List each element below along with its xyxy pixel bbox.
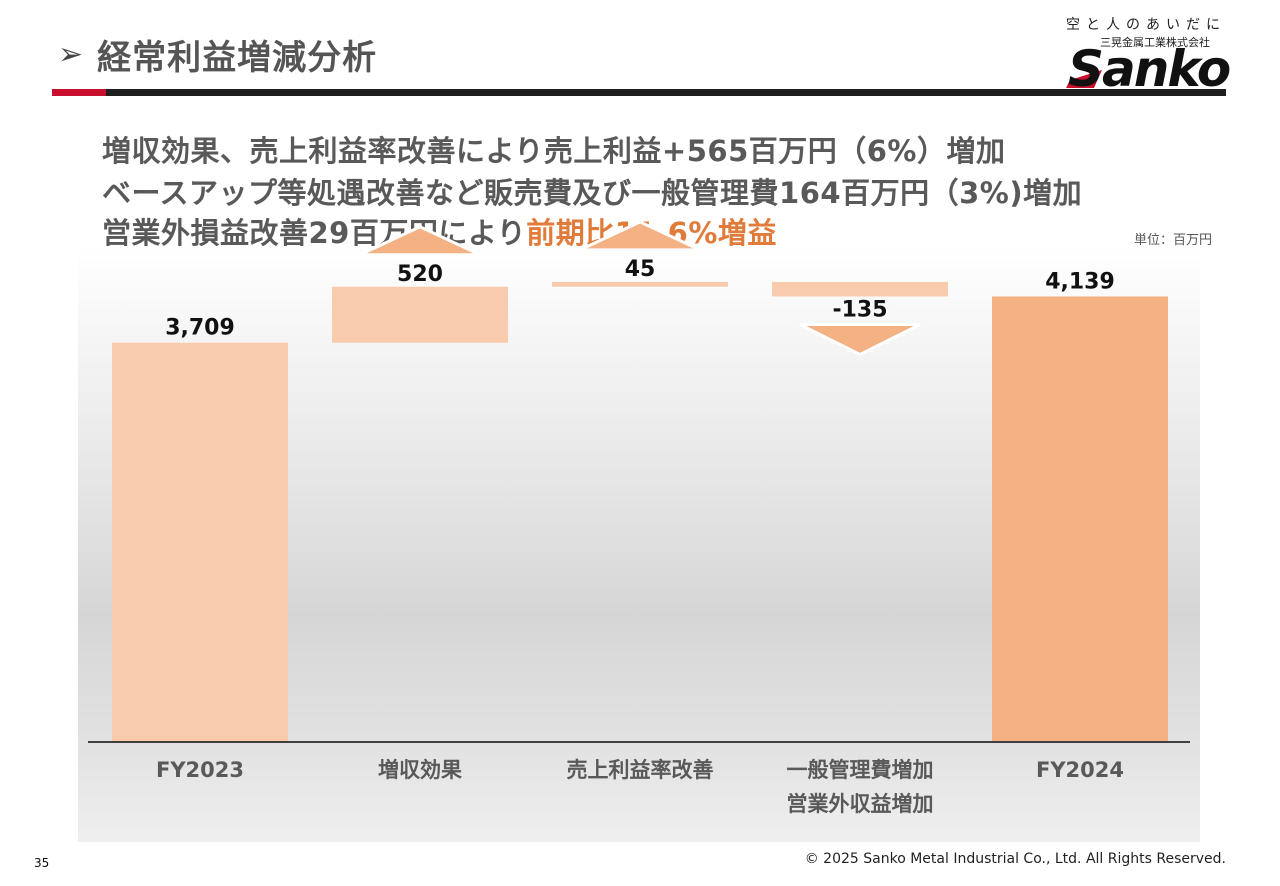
- category-label-1-1: FY2023: [156, 758, 244, 782]
- header-divider: [52, 89, 1226, 96]
- down-arrow-icon-4: [799, 322, 921, 357]
- title-area: ➢ 経常利益増減分析: [58, 30, 377, 79]
- bar-1: [112, 342, 288, 742]
- data-label-3: 45: [625, 257, 656, 282]
- category-label-5-1: FY2024: [1036, 758, 1124, 782]
- data-label-2: 520: [397, 262, 443, 287]
- page-number: 35: [34, 856, 50, 870]
- up-arrow-icon-3: [579, 220, 701, 252]
- company-logo: 空と人のあいだに 三晃金属工業株式会社 Sanko: [1060, 14, 1230, 92]
- page-title: 経常利益増減分析: [97, 38, 378, 78]
- data-label-5: 4,139: [1045, 269, 1115, 294]
- bar-4: [772, 281, 948, 297]
- headline-line-1: 増収効果、売上利益率改善により売上利益+565百万円（6%）増加: [102, 134, 1006, 168]
- up-arrow-icon-2: [359, 225, 481, 257]
- copyright-text: © 2025 Sanko Metal Industrial Co., Ltd. …: [804, 851, 1226, 867]
- category-label-3-1: 売上利益率改善: [567, 758, 714, 782]
- data-label-4: -135: [832, 297, 887, 322]
- category-label-4-1: 一般管理費増加: [787, 758, 934, 782]
- logo-brand-text: Sanko: [1068, 40, 1230, 92]
- data-label-1: 3,709: [165, 316, 235, 341]
- bar-5: [992, 296, 1168, 742]
- sanko-logo-mark: Sanko: [1066, 40, 1230, 92]
- unit-label: 単位：百万円: [1133, 233, 1212, 248]
- title-bullet-icon: ➢: [58, 36, 84, 72]
- category-label-2-1: 増収効果: [378, 758, 462, 782]
- headline-line-2: ベースアップ等処遇改善など販売費及び一般管理費164百万円（3%)増加: [102, 176, 1083, 210]
- header-divider-accent: [52, 89, 106, 96]
- bar-3: [552, 281, 728, 287]
- logo-tagline: 空と人のあいだに: [1066, 17, 1226, 33]
- category-label-4-2: 営業外収益増加: [787, 792, 934, 816]
- logo-company-name: 三晃金属工業株式会社: [1100, 36, 1210, 49]
- bar-2: [332, 286, 508, 343]
